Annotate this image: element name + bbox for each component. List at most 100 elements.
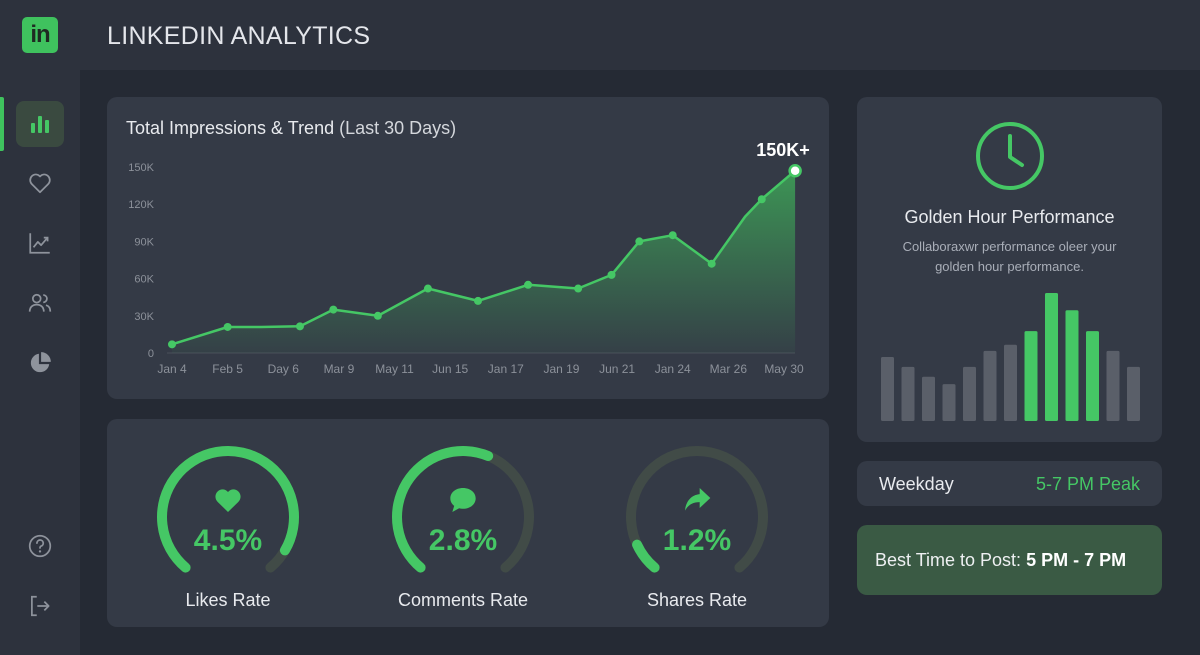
comments-gauge: 2.8% Comments Rate xyxy=(383,437,543,617)
golden-hour-card: Golden Hour Performance Collaboraxwr per… xyxy=(857,97,1162,442)
golden-hour-bar xyxy=(1065,310,1079,421)
sidebar-item-help[interactable] xyxy=(16,523,64,569)
weekday-card: Weekday 5-7 PM Peak xyxy=(857,461,1162,506)
golden-hour-bar xyxy=(1004,344,1017,421)
impressions-area xyxy=(172,170,796,353)
x-tick-label: Jun 21 xyxy=(599,362,635,376)
impressions-point xyxy=(635,237,644,246)
logout-icon xyxy=(31,595,50,617)
engagement-rates-card: 4.5% Likes Rate 2.8% Comments Rate 1.2% … xyxy=(107,419,829,627)
sidebar: in xyxy=(0,0,80,655)
heart-icon xyxy=(29,173,51,194)
gauge-track xyxy=(626,446,768,573)
topbar: LINKEDIN ANALYTICS xyxy=(80,0,1200,70)
comment-icon xyxy=(450,488,476,512)
comments-rate-label: Comments Rate xyxy=(397,590,529,610)
sidebar-item-reports[interactable] xyxy=(16,340,64,386)
impressions-title-main: Total Impressions & Trend xyxy=(126,118,335,138)
clock-icon xyxy=(976,122,1044,190)
comments-rate-value: 2.8% xyxy=(428,524,498,557)
x-tick-label: Mar 9 xyxy=(324,362,355,376)
impressions-point xyxy=(295,322,304,331)
golden-hour-bar xyxy=(983,350,997,421)
impressions-point xyxy=(757,195,766,204)
x-tick-label: Jan 4 xyxy=(157,362,187,376)
impressions-point xyxy=(168,340,176,349)
likes-gauge-ring xyxy=(157,446,299,573)
impressions-point xyxy=(373,311,382,320)
golden-hour-description: Collaboraxwr performance oleer your gold… xyxy=(902,239,1117,274)
golden-hour-bar xyxy=(922,376,935,421)
likes-rate-value: 4.5% xyxy=(193,524,263,557)
sidebar-item-trends[interactable] xyxy=(16,220,64,266)
share-icon xyxy=(685,488,711,511)
x-tick-label: Feb 5 xyxy=(212,362,243,376)
golden-hour-bar xyxy=(1024,331,1038,421)
trend-icon xyxy=(29,233,50,254)
shares-gauge-ring xyxy=(626,446,768,573)
golden-hour-bar xyxy=(963,366,976,421)
page-title: LINKEDIN ANALYTICS xyxy=(107,22,371,50)
impressions-card: Total Impressions & Trend (Last 30 Days)… xyxy=(107,97,829,399)
heart-icon xyxy=(215,489,241,512)
y-tick-label: 90K xyxy=(134,236,154,248)
impressions-point xyxy=(329,305,338,314)
comments-gauge-ring xyxy=(392,446,534,573)
peak-label: 150K+ xyxy=(756,140,810,160)
sidebar-item-logout[interactable] xyxy=(16,583,64,629)
impressions-point xyxy=(524,280,533,289)
nav-active-indicator xyxy=(0,97,4,151)
impressions-point xyxy=(707,259,716,268)
x-tick-label: Day 6 xyxy=(268,362,300,376)
impressions-title-sub: (Last 30 Days) xyxy=(339,118,457,138)
gauge-fill xyxy=(632,539,660,573)
x-tick-label: Jan 24 xyxy=(655,362,691,376)
bar-chart-icon xyxy=(31,116,49,133)
x-tick-label: Mar 26 xyxy=(710,362,748,376)
impressions-chart: 0 30K 60K 90K 120K 150K Jan 4 Feb 5 Day 6 Mar 9 M… xyxy=(128,140,810,376)
golden-hour-title: Golden Hour Performance xyxy=(904,207,1115,227)
x-tick-label: Jan 19 xyxy=(543,362,579,376)
y-tick-label: 60K xyxy=(134,274,154,286)
y-tick-label: 150K xyxy=(128,162,154,174)
impressions-point xyxy=(474,296,482,305)
y-tick-label: 30K xyxy=(134,311,154,323)
golden-hour-bar xyxy=(1045,293,1058,421)
shares-gauge: 1.2% Shares Rate xyxy=(617,437,777,617)
best-time-card: Best Time to Post: 5 PM - 7 PM xyxy=(857,525,1162,595)
likes-rate-label: Likes Rate xyxy=(185,590,271,610)
linkedin-logo[interactable]: in xyxy=(22,17,58,53)
impressions-point xyxy=(223,322,232,331)
pie-chart-icon xyxy=(30,352,51,373)
impressions-title: Total Impressions & Trend (Last 30 Days) xyxy=(126,118,456,139)
golden-hour-bar-chart xyxy=(881,293,1140,421)
sidebar-item-engagement[interactable] xyxy=(16,160,64,206)
golden-hour-bar xyxy=(901,366,915,421)
sidebar-item-analytics[interactable] xyxy=(16,101,64,147)
impressions-point xyxy=(607,270,616,279)
y-tick-label: 120K xyxy=(128,199,154,211)
x-tick-label: May 11 xyxy=(375,362,414,376)
weekday-label: Weekday xyxy=(879,474,954,494)
shares-rate-label: Shares Rate xyxy=(646,590,748,610)
x-tick-label: Jan 17 xyxy=(488,362,524,376)
x-tick-label: May 30 xyxy=(764,362,804,376)
x-tick-label: Jun 15 xyxy=(432,362,468,376)
best-time-value: 5 PM - 7 PM xyxy=(1026,550,1127,570)
impressions-point xyxy=(788,163,802,178)
likes-gauge: 4.5% Likes Rate xyxy=(148,437,308,617)
impressions-point xyxy=(574,284,583,293)
best-time-prefix: Best Time to Post: xyxy=(875,550,1022,570)
impressions-point xyxy=(668,231,677,240)
golden-hour-bar xyxy=(942,384,956,421)
sidebar-item-audience[interactable] xyxy=(16,280,64,326)
shares-rate-value: 1.2% xyxy=(662,524,732,557)
golden-hour-bar xyxy=(1086,331,1099,421)
golden-hour-bar xyxy=(1127,366,1140,421)
golden-hour-bar xyxy=(1106,350,1120,421)
gauge-fill xyxy=(157,446,299,573)
help-icon xyxy=(28,534,52,558)
impressions-point xyxy=(423,284,432,293)
gauge-fill xyxy=(392,446,494,573)
users-icon xyxy=(28,293,52,312)
